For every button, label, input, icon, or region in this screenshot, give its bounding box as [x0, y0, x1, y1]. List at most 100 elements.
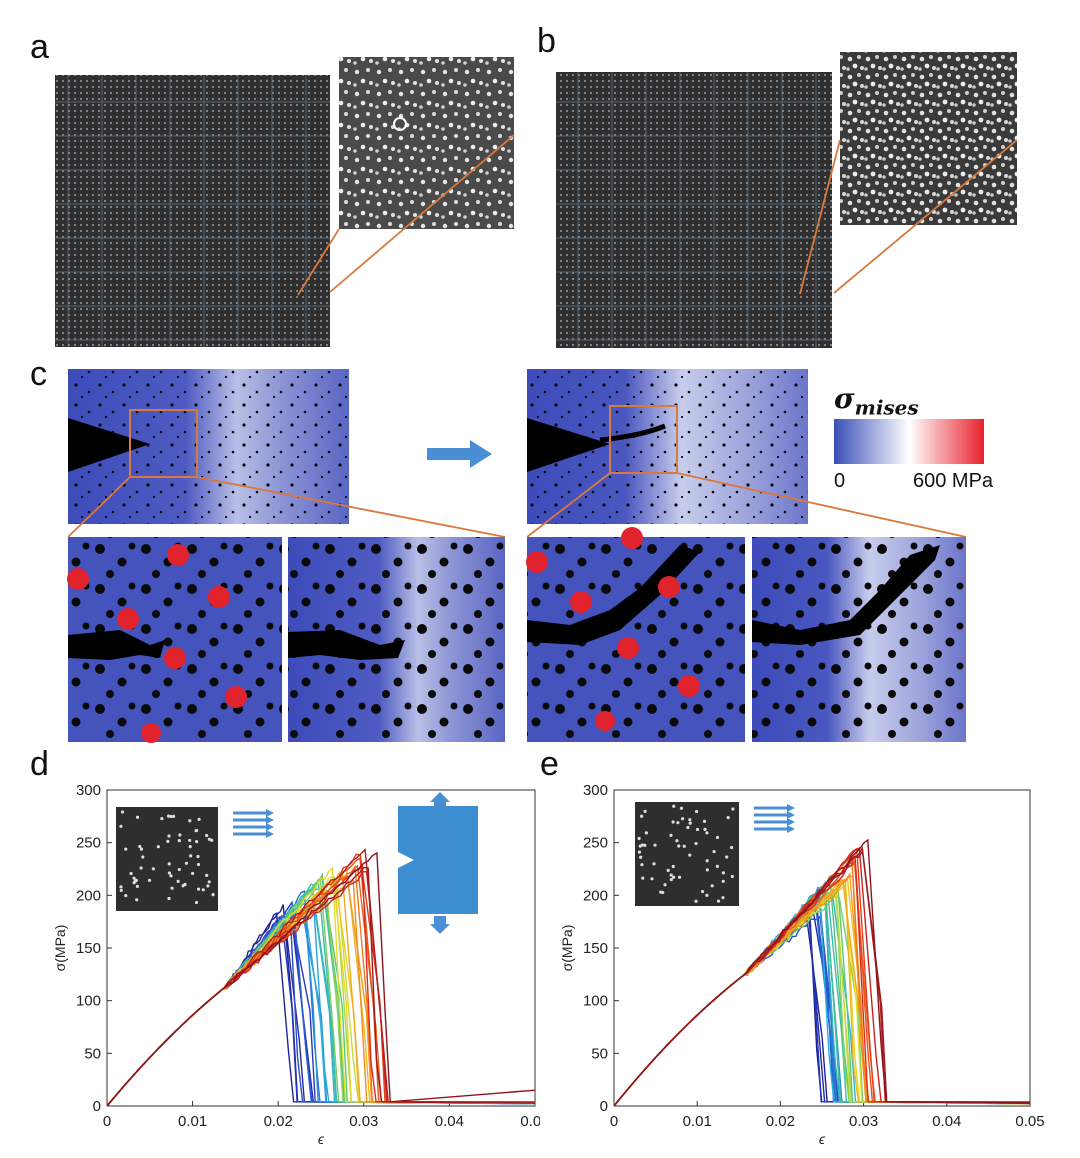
micrograph-a-zoom [339, 57, 514, 229]
transition-arrow [427, 440, 492, 468]
inset-dot [639, 855, 643, 859]
inset-dot [641, 876, 645, 880]
inset-dot [120, 810, 125, 814]
inset-dot [681, 817, 685, 821]
series-group [106, 847, 536, 1107]
inset-dot [640, 863, 644, 867]
load-arrowhead [266, 809, 274, 817]
x-tick-label: 0.03 [349, 1113, 378, 1130]
inset-dot [652, 862, 656, 866]
y-tick-label: 150 [583, 940, 608, 957]
inset-dot [694, 809, 699, 814]
inset-dot [183, 882, 187, 887]
chart-d: 0 50 100 150 200 250 300 0 0.01 0.02 0.03 0.04 0.05 ϵ… [52, 782, 540, 1147]
legend-tick-min: 0 [834, 470, 846, 492]
y-tick-label: 300 [583, 782, 608, 799]
inset-dot [141, 855, 145, 859]
inset-dot [671, 864, 675, 869]
inset-dot [694, 899, 698, 903]
inset-dot [205, 873, 209, 878]
inset-dot [132, 876, 136, 880]
inset-dot [139, 866, 143, 870]
y-tick-label: 300 [76, 782, 101, 799]
inset-dot [666, 868, 670, 872]
inset-dot [671, 820, 675, 824]
load-arrowhead [266, 830, 274, 838]
inset-dot [169, 874, 173, 878]
inset-dot [643, 809, 647, 813]
inset-dot [134, 878, 138, 882]
inset-dot [205, 833, 209, 838]
x-tick-label: 0.04 [435, 1113, 464, 1130]
inset-thumb [116, 807, 218, 911]
inset-dot [176, 879, 180, 883]
y-tick-label: 50 [84, 1045, 101, 1062]
inset-dot [677, 844, 681, 848]
inset-dot [178, 833, 182, 837]
panel-label-c: c [30, 355, 47, 393]
inset-dot [721, 896, 725, 900]
y-axis-label: σ(MPa) [559, 925, 575, 972]
inset-thumb [635, 802, 739, 906]
specimen-notch [398, 852, 414, 868]
panel-label-e: e [540, 745, 559, 783]
x-axis-label: ϵ [819, 1131, 826, 1147]
inset-dot [169, 814, 173, 819]
x-tick-label: 0 [103, 1113, 111, 1130]
inset-dot [210, 838, 214, 842]
inset-dot [188, 819, 192, 823]
inset-dot [672, 804, 676, 808]
inset-dot [682, 844, 686, 848]
inset-dot [700, 889, 705, 894]
inset-dot [715, 835, 720, 840]
tension-arrow-bottom [430, 916, 450, 934]
panel-label-d: d [30, 745, 49, 783]
load-arrowhead [787, 818, 795, 826]
inset-dot [671, 875, 676, 879]
inset-dot [119, 824, 123, 828]
x-tick-label: 0.03 [849, 1113, 878, 1130]
inset-dot [196, 854, 200, 859]
inset-dot [637, 836, 641, 841]
inset-dot [705, 859, 709, 863]
x-tick-label: 0.01 [178, 1113, 207, 1130]
inset-dot [135, 898, 139, 902]
inset-dot [135, 815, 140, 819]
y-tick-label: 200 [76, 887, 101, 904]
inset-dot [170, 886, 174, 890]
series-line [613, 838, 1031, 1107]
inset-dot [653, 843, 657, 847]
inset-dot [177, 838, 181, 843]
inset-dot [188, 845, 192, 849]
y-tick-label: 250 [583, 835, 608, 852]
inset-dot [206, 884, 210, 888]
inset-dot [135, 884, 139, 888]
inset-dot [703, 827, 707, 831]
inset-dot [171, 814, 176, 818]
inset-dot [207, 880, 211, 884]
load-arrowhead [266, 823, 274, 831]
inset-dot [197, 817, 201, 821]
load-arrowhead [787, 825, 795, 833]
y-axis-label: σ(MPa) [52, 925, 68, 972]
inset-dot [167, 896, 171, 901]
inset-dot [702, 819, 707, 823]
inset-dot [705, 868, 709, 872]
inset-dot [676, 821, 680, 825]
y-tick-label: 0 [600, 1098, 608, 1115]
inset-dot [132, 881, 136, 885]
inset-dot [650, 877, 654, 881]
inset-dot [156, 845, 160, 849]
micrograph-b-zoom [840, 52, 1017, 225]
chart-e: 0 50 100 150 200 250 300 0 0.01 0.02 0.03 0.04 0.05 ϵ… [559, 782, 1045, 1147]
inset-dot [688, 853, 692, 857]
inset-dot [124, 847, 128, 851]
inset-dot [688, 818, 692, 822]
inset-dot [716, 899, 721, 903]
load-arrowhead [266, 816, 274, 824]
inset-dot [129, 871, 133, 876]
inset-dot [167, 871, 172, 875]
x-tick-label: 0.04 [932, 1113, 961, 1130]
inset-dot [730, 845, 734, 850]
inset-dot [675, 839, 679, 843]
